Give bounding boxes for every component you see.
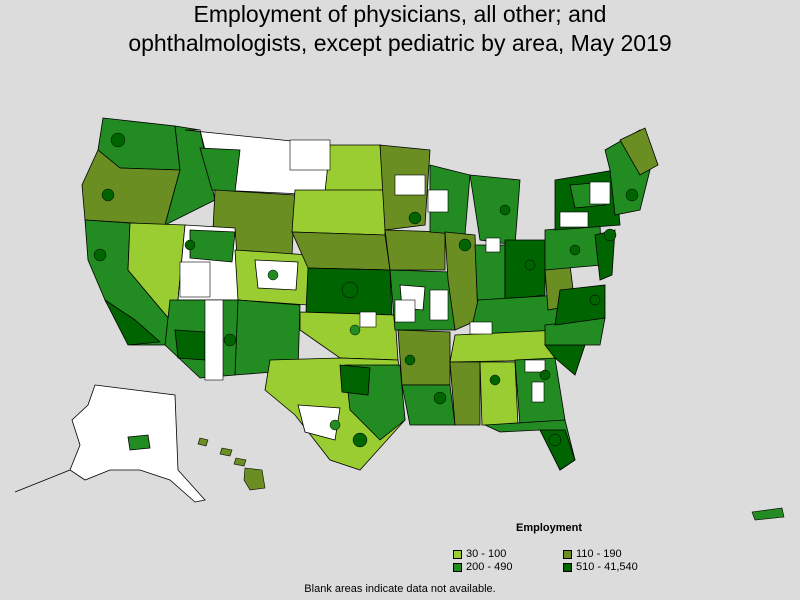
legend-item-30-100: 30 - 100 <box>453 548 506 560</box>
legend-item-110-190: 110 - 190 <box>563 548 622 560</box>
blank-area[interactable] <box>429 289 449 321</box>
legend-swatch <box>563 562 572 572</box>
region-nebraska[interactable] <box>291 231 391 271</box>
legend-item-510-41540: 510 - 41,540 <box>563 561 638 573</box>
legend-swatch <box>563 549 572 559</box>
metro-area[interactable] <box>93 248 107 262</box>
map-title-line1: Employment of physicians, all other; and <box>193 1 607 27</box>
region-tennessee[interactable] <box>449 329 561 363</box>
map-title-line2: ophthalmologists, except pediatric by ar… <box>128 30 672 56</box>
region-hawaii-islands[interactable] <box>233 457 247 467</box>
region-north-dakota[interactable] <box>324 144 386 193</box>
region-puerto-rico[interactable] <box>751 507 785 521</box>
map-title: Employment of physicians, all other; and… <box>0 0 800 58</box>
region-arizona-phoenix[interactable] <box>174 329 206 361</box>
region-ca-south[interactable] <box>103 298 161 346</box>
metro-area[interactable] <box>101 188 115 202</box>
metro-area[interactable] <box>499 204 511 216</box>
blank-areas-note: Blank areas indicate data not available. <box>304 583 496 595</box>
legend-label: 510 - 41,540 <box>576 561 638 573</box>
metro-area[interactable] <box>267 269 279 281</box>
region-maine[interactable] <box>619 127 659 176</box>
region-iowa[interactable] <box>384 229 446 271</box>
metro-area[interactable] <box>433 391 447 405</box>
metro-area[interactable] <box>349 324 361 336</box>
blank-area[interactable] <box>427 189 449 213</box>
metro-area[interactable] <box>404 354 416 366</box>
metro-area[interactable] <box>589 294 601 306</box>
region-alabama[interactable] <box>479 361 519 426</box>
region-mississippi[interactable] <box>449 361 481 426</box>
legend-label: 110 - 190 <box>576 548 622 560</box>
region-ohio[interactable] <box>504 239 546 301</box>
blank-area[interactable] <box>531 381 545 403</box>
metro-area[interactable] <box>341 281 359 299</box>
metro-area[interactable] <box>625 188 639 202</box>
legend-swatch <box>453 562 462 572</box>
metro-patches <box>93 132 639 448</box>
metro-area[interactable] <box>408 211 422 225</box>
region-michigan[interactable] <box>469 174 521 246</box>
metro-area[interactable] <box>458 238 472 252</box>
blank-area[interactable] <box>289 139 331 171</box>
legend-swatch <box>453 549 462 559</box>
metro-area[interactable] <box>548 433 562 447</box>
region-hawaii-islands[interactable] <box>219 447 233 457</box>
region-hawaii-islands[interactable] <box>197 437 209 447</box>
mainland-us <box>81 117 659 471</box>
metro-area[interactable] <box>524 259 536 271</box>
metro-area[interactable] <box>184 239 196 251</box>
blank-area[interactable] <box>524 359 546 373</box>
blank-area[interactable] <box>485 237 501 253</box>
blank-area[interactable] <box>559 211 589 228</box>
region-oklahoma[interactable] <box>299 311 399 361</box>
region-virginia[interactable] <box>554 284 606 326</box>
blank-area[interactable] <box>394 174 426 196</box>
blank-area[interactable] <box>359 311 377 328</box>
alaska <box>14 384 206 503</box>
puerto-rico <box>751 507 785 521</box>
metro-area[interactable] <box>352 432 368 448</box>
metro-area[interactable] <box>329 419 341 431</box>
metro-area[interactable] <box>569 244 581 256</box>
region-texas-dallas[interactable] <box>339 364 371 396</box>
blank-area[interactable] <box>469 321 493 335</box>
region-south-dakota[interactable] <box>291 189 386 236</box>
blank-area[interactable] <box>394 299 416 323</box>
region-utah-north[interactable] <box>189 229 236 263</box>
metro-area[interactable] <box>603 228 617 242</box>
legend-item-200-490: 200 - 490 <box>453 561 512 573</box>
region-alaska-anchorage[interactable] <box>127 434 151 451</box>
no-data-areas <box>179 139 611 403</box>
region-louisiana[interactable] <box>401 384 456 426</box>
legend-label: 200 - 490 <box>466 561 513 573</box>
blank-area[interactable] <box>179 261 211 298</box>
metro-area[interactable] <box>223 333 237 347</box>
metro-area[interactable] <box>489 374 501 386</box>
region-texas-west-blank[interactable] <box>297 404 341 441</box>
region-hawaii-big-island[interactable] <box>243 467 266 491</box>
legend-title: Employment <box>516 522 583 534</box>
alaska-aleutians <box>14 469 71 493</box>
blank-area[interactable] <box>204 299 224 381</box>
hawaii <box>197 437 266 491</box>
metro-area[interactable] <box>110 132 126 148</box>
region-illinois[interactable] <box>444 231 479 331</box>
legend-label: 30 - 100 <box>466 548 507 560</box>
metro-area[interactable] <box>539 369 551 381</box>
blank-area[interactable] <box>589 181 611 205</box>
